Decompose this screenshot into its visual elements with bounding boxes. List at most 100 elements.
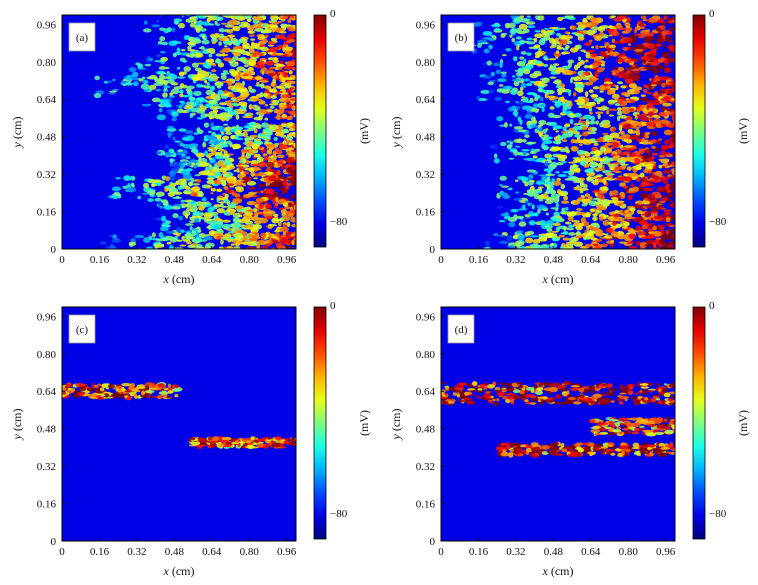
activity-cell xyxy=(505,387,515,392)
activity-cell xyxy=(208,157,213,160)
activity-cell xyxy=(640,94,646,97)
activity-cell xyxy=(658,154,666,158)
activity-cell xyxy=(582,17,588,23)
activity-cell xyxy=(202,141,207,148)
activity-cell xyxy=(613,170,622,174)
activity-cell xyxy=(532,103,539,109)
activity-cell xyxy=(191,75,201,82)
activity-cell xyxy=(95,395,102,398)
activity-cell xyxy=(590,237,598,241)
activity-cell xyxy=(199,232,206,238)
activity-cell xyxy=(551,40,561,45)
activity-cell xyxy=(501,185,509,188)
activity-cell xyxy=(260,46,269,52)
activity-cell xyxy=(151,232,156,238)
activity-cell xyxy=(513,396,520,400)
activity-cell xyxy=(231,227,236,233)
activity-cell xyxy=(646,453,650,458)
activity-cell xyxy=(671,424,675,430)
activity-cell xyxy=(233,246,241,249)
activity-cell xyxy=(635,240,641,247)
activity-cell xyxy=(664,63,668,66)
activity-cell xyxy=(669,112,675,117)
activity-cell xyxy=(250,436,255,441)
activity-cell xyxy=(254,16,264,21)
activity-cell xyxy=(652,225,658,231)
activity-cell xyxy=(612,155,620,161)
activity-cell xyxy=(584,243,591,249)
activity-cell xyxy=(643,66,651,70)
activity-cell xyxy=(285,135,294,141)
panel-a: 0 0.16 0.32 0.48 0.64 0.80 0.96 0 0.16 0.32 0.48 0.… xyxy=(0,0,379,292)
activity-cell xyxy=(599,90,604,93)
activity-cell xyxy=(650,84,658,87)
activity-cell xyxy=(611,30,620,37)
activity-cell xyxy=(228,19,239,26)
activity-cell xyxy=(217,180,222,185)
activity-cell xyxy=(228,223,236,228)
activity-cell xyxy=(588,89,594,93)
activity-cell xyxy=(555,130,559,133)
activity-cell xyxy=(163,28,170,34)
activity-cell xyxy=(645,92,653,95)
activity-cell xyxy=(531,108,540,111)
activity-cell xyxy=(277,20,283,24)
activity-cell xyxy=(204,79,208,84)
activity-cell xyxy=(206,17,211,23)
activity-cell xyxy=(594,387,601,392)
activity-cell xyxy=(232,109,237,116)
activity-cell xyxy=(266,161,275,168)
activity-cell xyxy=(536,53,540,58)
colorbar-tick-label: −80 xyxy=(330,216,348,228)
activity-cell xyxy=(560,200,570,204)
activity-cell xyxy=(666,176,670,180)
activity-cell xyxy=(274,116,279,119)
activity-cell xyxy=(143,103,149,108)
activity-cell xyxy=(160,199,168,203)
activity-cell xyxy=(208,148,213,152)
activity-cell xyxy=(186,207,191,212)
activity-cell xyxy=(530,442,539,447)
activity-cell xyxy=(598,384,604,389)
activity-cell xyxy=(485,391,491,394)
activity-cell xyxy=(622,46,629,51)
activity-cell xyxy=(258,100,266,105)
activity-cell xyxy=(656,383,661,386)
activity-cell xyxy=(594,443,603,447)
activity-cell xyxy=(663,392,671,398)
activity-cell xyxy=(234,11,242,14)
activity-cell xyxy=(592,246,597,249)
activity-cell xyxy=(75,382,85,388)
activity-cell xyxy=(258,108,267,115)
colorbar-label: (mV) xyxy=(357,118,371,144)
activity-cell xyxy=(596,250,606,252)
activity-cell xyxy=(207,207,214,213)
activity-cell xyxy=(481,75,492,79)
activity-cell xyxy=(652,164,657,170)
activity-cell xyxy=(291,53,296,59)
activity-cell xyxy=(194,24,202,29)
activity-cell xyxy=(515,215,525,220)
activity-cell xyxy=(517,385,524,389)
activity-cell xyxy=(253,177,258,180)
activity-cell xyxy=(551,237,560,242)
activity-cell xyxy=(656,37,664,44)
activity-cell xyxy=(529,124,538,128)
activity-cell xyxy=(229,166,234,170)
activity-cell xyxy=(619,193,626,200)
activity-cell xyxy=(596,205,606,211)
activity-cell xyxy=(205,135,216,140)
activity-cell xyxy=(570,138,575,144)
activity-cell xyxy=(649,116,653,121)
activity-cell xyxy=(489,251,498,257)
panel-tag: (a) xyxy=(76,32,89,44)
panel-tag: (d) xyxy=(455,324,468,336)
activity-cell xyxy=(251,215,260,221)
activity-cell xyxy=(254,166,258,172)
activity-cell xyxy=(280,234,287,238)
activity-cell xyxy=(604,142,613,146)
activity-cell xyxy=(576,27,585,31)
activity-cell xyxy=(634,63,639,69)
activity-cell xyxy=(86,387,96,392)
activity-cell xyxy=(628,445,633,450)
